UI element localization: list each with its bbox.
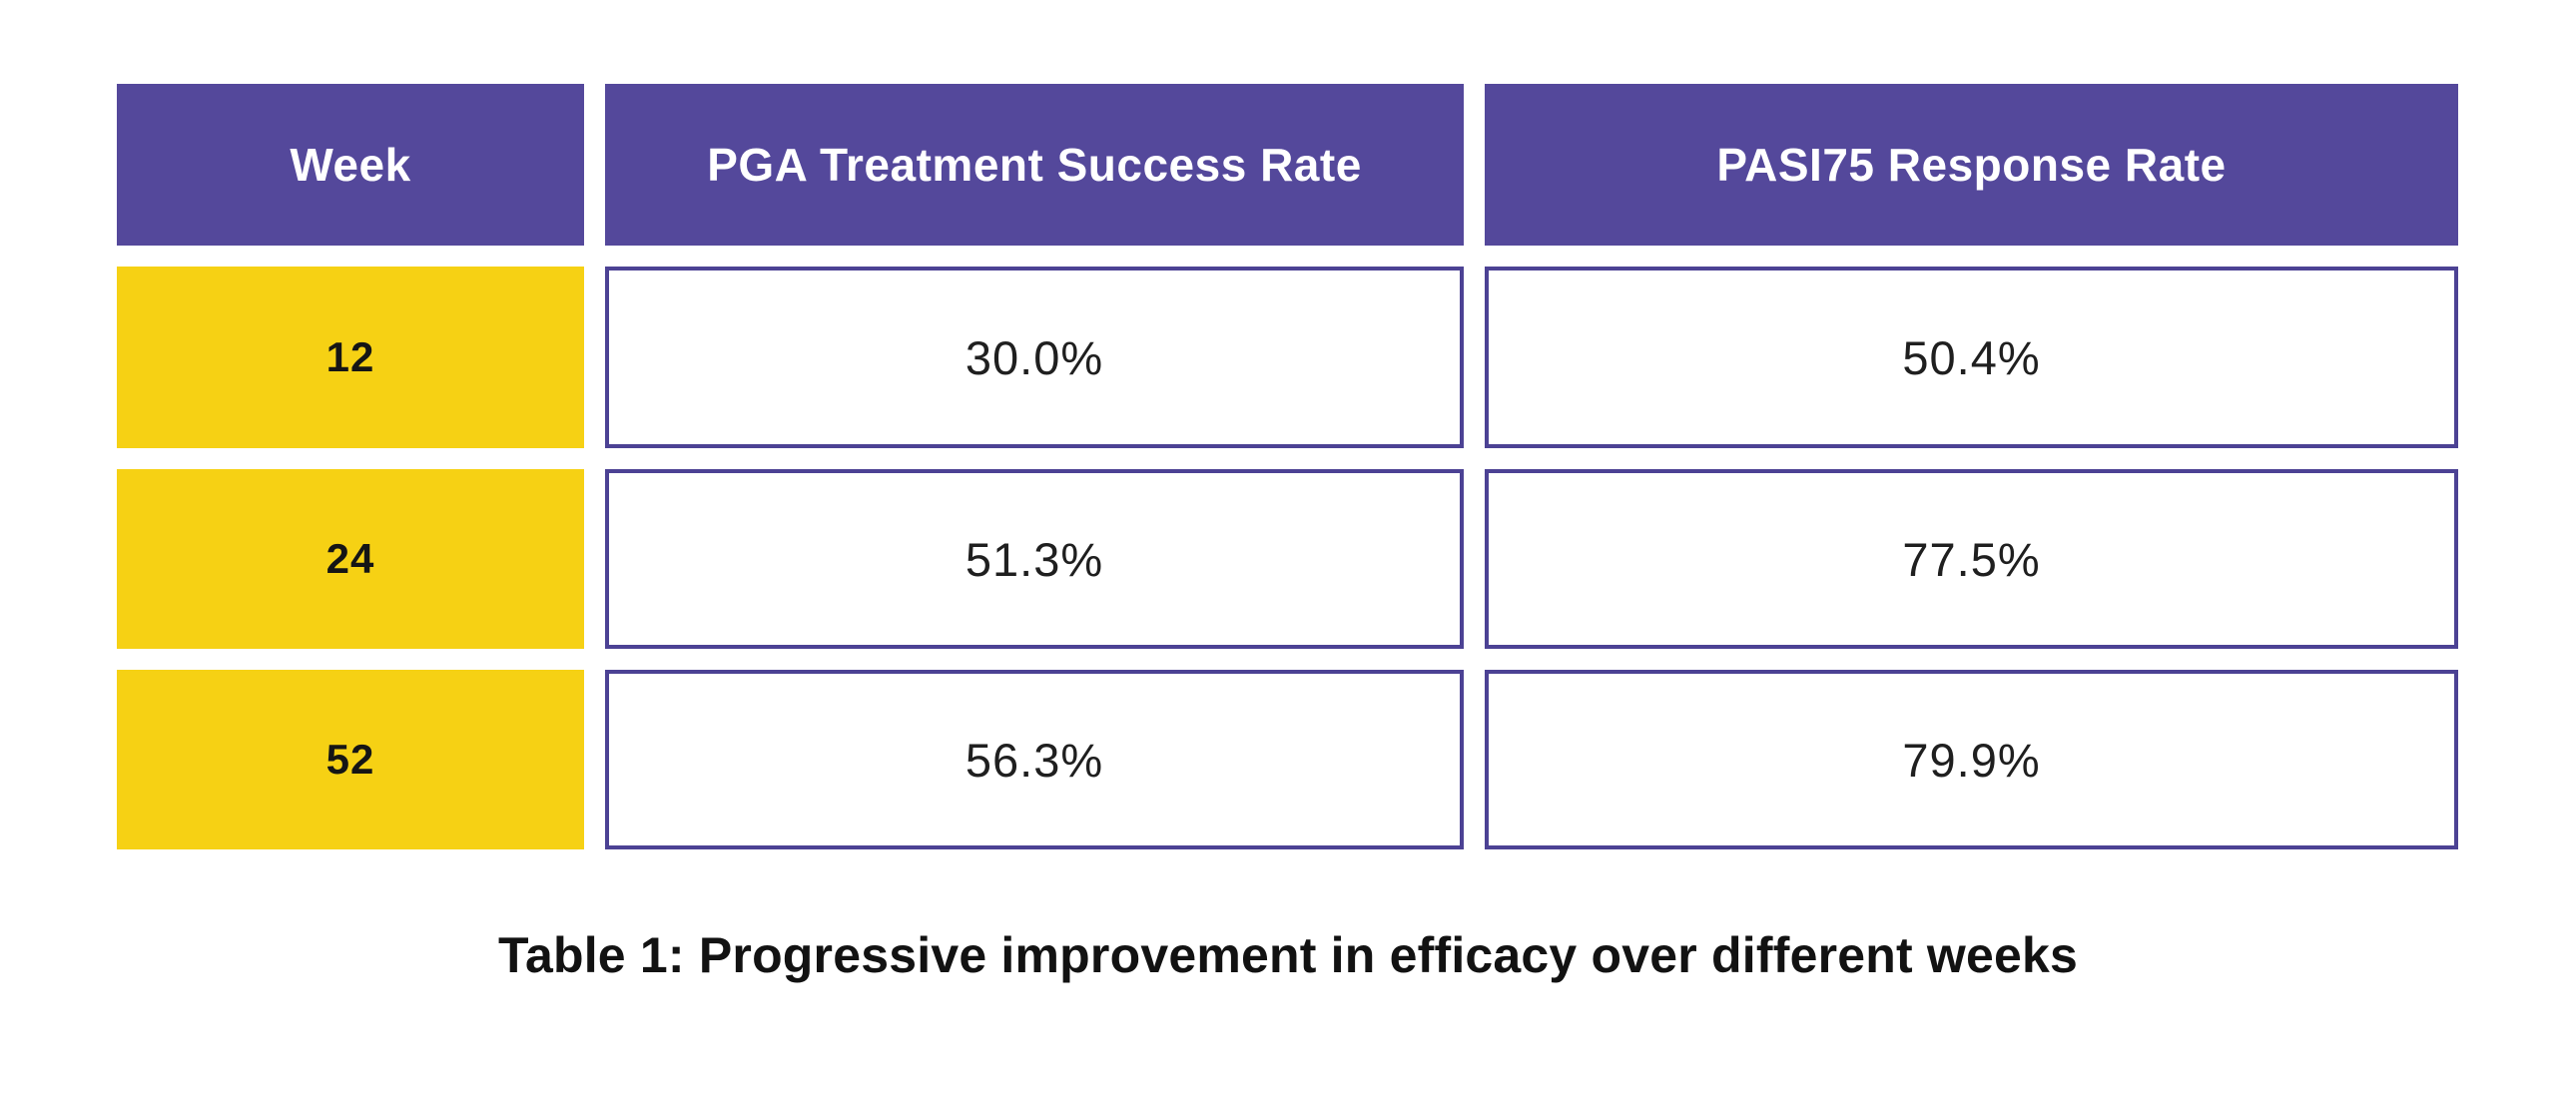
pga-value-row1: 30.0% — [605, 267, 1464, 448]
pasi-value-row1: 50.4% — [1485, 267, 2458, 448]
pasi-value-row3: 79.9% — [1485, 670, 2458, 849]
pasi-value-row2: 77.5% — [1485, 469, 2458, 649]
column-header-week: Week — [117, 84, 584, 246]
pga-value-row2: 51.3% — [605, 469, 1464, 649]
week-cell-row1: 12 — [117, 267, 584, 448]
pga-value-row3: 56.3% — [605, 670, 1464, 849]
table-caption: Table 1: Progressive improvement in effi… — [497, 927, 2079, 983]
efficacy-table: Week PGA Treatment Success Rate PASI75 R… — [117, 84, 2459, 849]
week-cell-row2: 24 — [117, 469, 584, 649]
week-cell-row3: 52 — [117, 670, 584, 849]
column-header-pga-treatment-success-rate: PGA Treatment Success Rate — [605, 84, 1464, 246]
column-header-pasi75-response-rate: PASI75 Response Rate — [1485, 84, 2458, 246]
